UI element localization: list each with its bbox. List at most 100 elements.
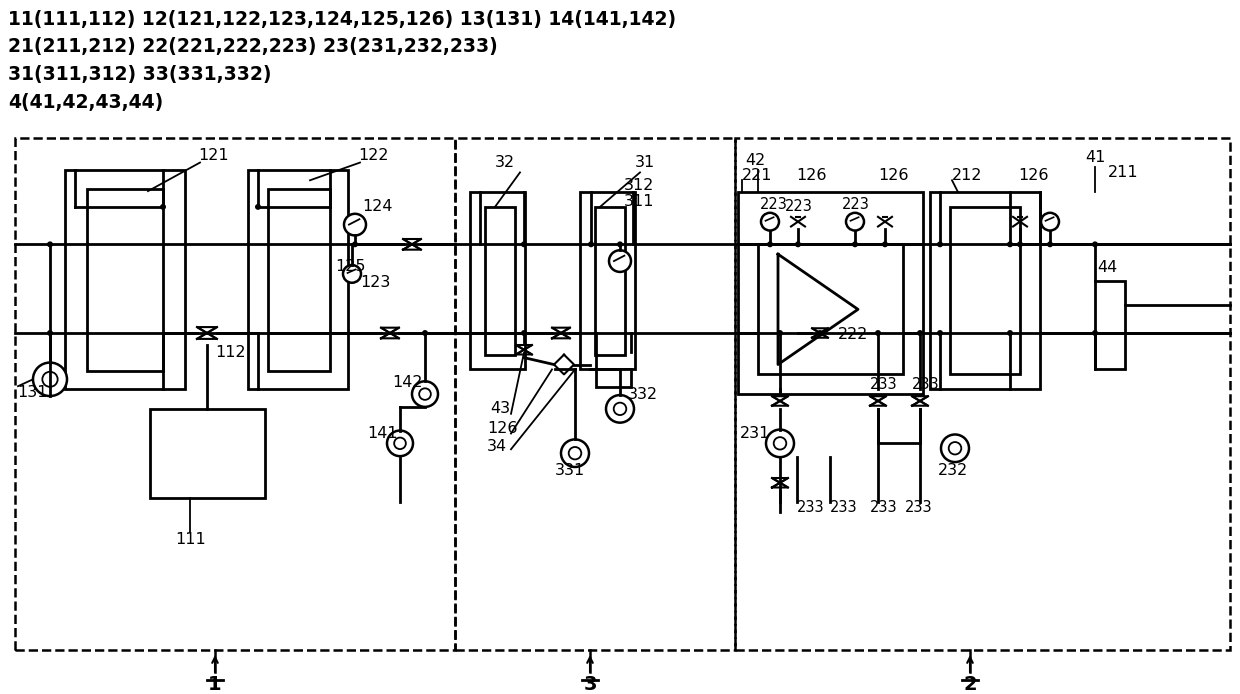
Circle shape [394, 438, 405, 449]
Text: 233: 233 [911, 377, 940, 391]
Text: 312: 312 [624, 178, 655, 193]
Circle shape [47, 330, 53, 336]
Circle shape [937, 242, 942, 247]
Text: 221: 221 [742, 168, 773, 183]
Text: 42: 42 [745, 153, 765, 168]
Text: 32: 32 [495, 155, 515, 170]
Text: 222: 222 [838, 328, 868, 342]
Text: 233: 233 [870, 377, 898, 391]
Circle shape [343, 214, 366, 235]
Text: 223: 223 [785, 199, 813, 214]
Circle shape [1042, 213, 1059, 230]
Circle shape [918, 330, 923, 336]
Circle shape [42, 372, 57, 387]
Bar [1095, 281, 1125, 369]
Text: 142: 142 [392, 375, 423, 390]
Text: 223: 223 [760, 197, 787, 212]
Text: 211: 211 [1109, 165, 1138, 180]
Circle shape [795, 242, 801, 247]
Text: 34: 34 [487, 439, 507, 454]
Circle shape [33, 362, 67, 396]
Text: 31(311,312) 33(331,332): 31(311,312) 33(331,332) [7, 65, 272, 84]
Bar [64, 171, 185, 389]
Text: 126: 126 [487, 421, 517, 436]
Circle shape [422, 330, 428, 336]
Circle shape [937, 330, 942, 336]
Text: 141: 141 [367, 426, 398, 441]
Text: 1: 1 [208, 675, 222, 694]
Circle shape [343, 265, 361, 282]
Text: 331: 331 [556, 464, 585, 478]
Text: 311: 311 [624, 194, 655, 210]
Bar [950, 207, 1021, 374]
Bar [470, 192, 525, 369]
Bar [758, 244, 903, 374]
Text: 126: 126 [796, 168, 827, 183]
Circle shape [1092, 242, 1097, 247]
Text: 124: 124 [362, 199, 393, 214]
Circle shape [560, 439, 589, 467]
Bar [150, 409, 265, 498]
Text: 126: 126 [1018, 168, 1049, 183]
Text: 332: 332 [627, 387, 658, 402]
Circle shape [1047, 242, 1053, 247]
Text: 233: 233 [830, 500, 858, 515]
Text: 4(41,42,43,44): 4(41,42,43,44) [7, 92, 164, 112]
Text: 126: 126 [878, 168, 909, 183]
Circle shape [352, 242, 358, 247]
Text: 233: 233 [905, 500, 932, 515]
Circle shape [255, 204, 260, 210]
Circle shape [521, 242, 527, 247]
Text: 44: 44 [1097, 260, 1117, 276]
Bar [735, 138, 1230, 650]
Circle shape [1092, 330, 1097, 336]
Text: 31: 31 [635, 155, 655, 170]
Circle shape [852, 242, 858, 247]
Text: 131: 131 [17, 384, 47, 400]
Circle shape [387, 430, 413, 456]
Circle shape [1007, 330, 1013, 336]
Text: 233: 233 [797, 500, 825, 515]
Circle shape [609, 251, 631, 272]
Circle shape [777, 330, 782, 336]
Bar [738, 192, 923, 394]
Circle shape [614, 403, 626, 415]
Circle shape [606, 395, 634, 423]
Bar [596, 369, 631, 387]
Circle shape [768, 242, 773, 247]
Bar [248, 171, 348, 389]
Bar [595, 207, 625, 355]
Circle shape [419, 389, 430, 400]
Text: 233: 233 [870, 500, 898, 515]
Bar [268, 189, 330, 371]
Text: 123: 123 [360, 276, 391, 290]
Text: 121: 121 [198, 148, 228, 163]
Circle shape [817, 330, 823, 336]
Text: 232: 232 [937, 464, 968, 478]
Text: 231: 231 [740, 426, 770, 441]
Text: 112: 112 [215, 345, 246, 360]
Text: 11(111,112) 12(121,122,123,124,125,126) 13(131) 14(141,142): 11(111,112) 12(121,122,123,124,125,126) … [7, 10, 676, 29]
Text: 3: 3 [583, 675, 596, 694]
Circle shape [766, 430, 794, 457]
Circle shape [875, 330, 880, 336]
Circle shape [47, 242, 53, 247]
Text: 212: 212 [952, 168, 982, 183]
Bar [580, 192, 635, 369]
Circle shape [1017, 242, 1023, 247]
Text: 41: 41 [1085, 150, 1105, 165]
Circle shape [846, 213, 864, 230]
Text: 122: 122 [358, 148, 388, 163]
Circle shape [569, 447, 582, 459]
Circle shape [882, 242, 888, 247]
Circle shape [761, 213, 779, 230]
Text: 125: 125 [335, 258, 366, 273]
Bar [930, 192, 1040, 389]
Circle shape [521, 330, 527, 336]
Text: 223: 223 [842, 197, 870, 212]
Bar [455, 138, 735, 650]
Circle shape [412, 381, 438, 407]
Circle shape [774, 437, 786, 450]
Circle shape [941, 434, 968, 462]
Circle shape [160, 204, 166, 210]
